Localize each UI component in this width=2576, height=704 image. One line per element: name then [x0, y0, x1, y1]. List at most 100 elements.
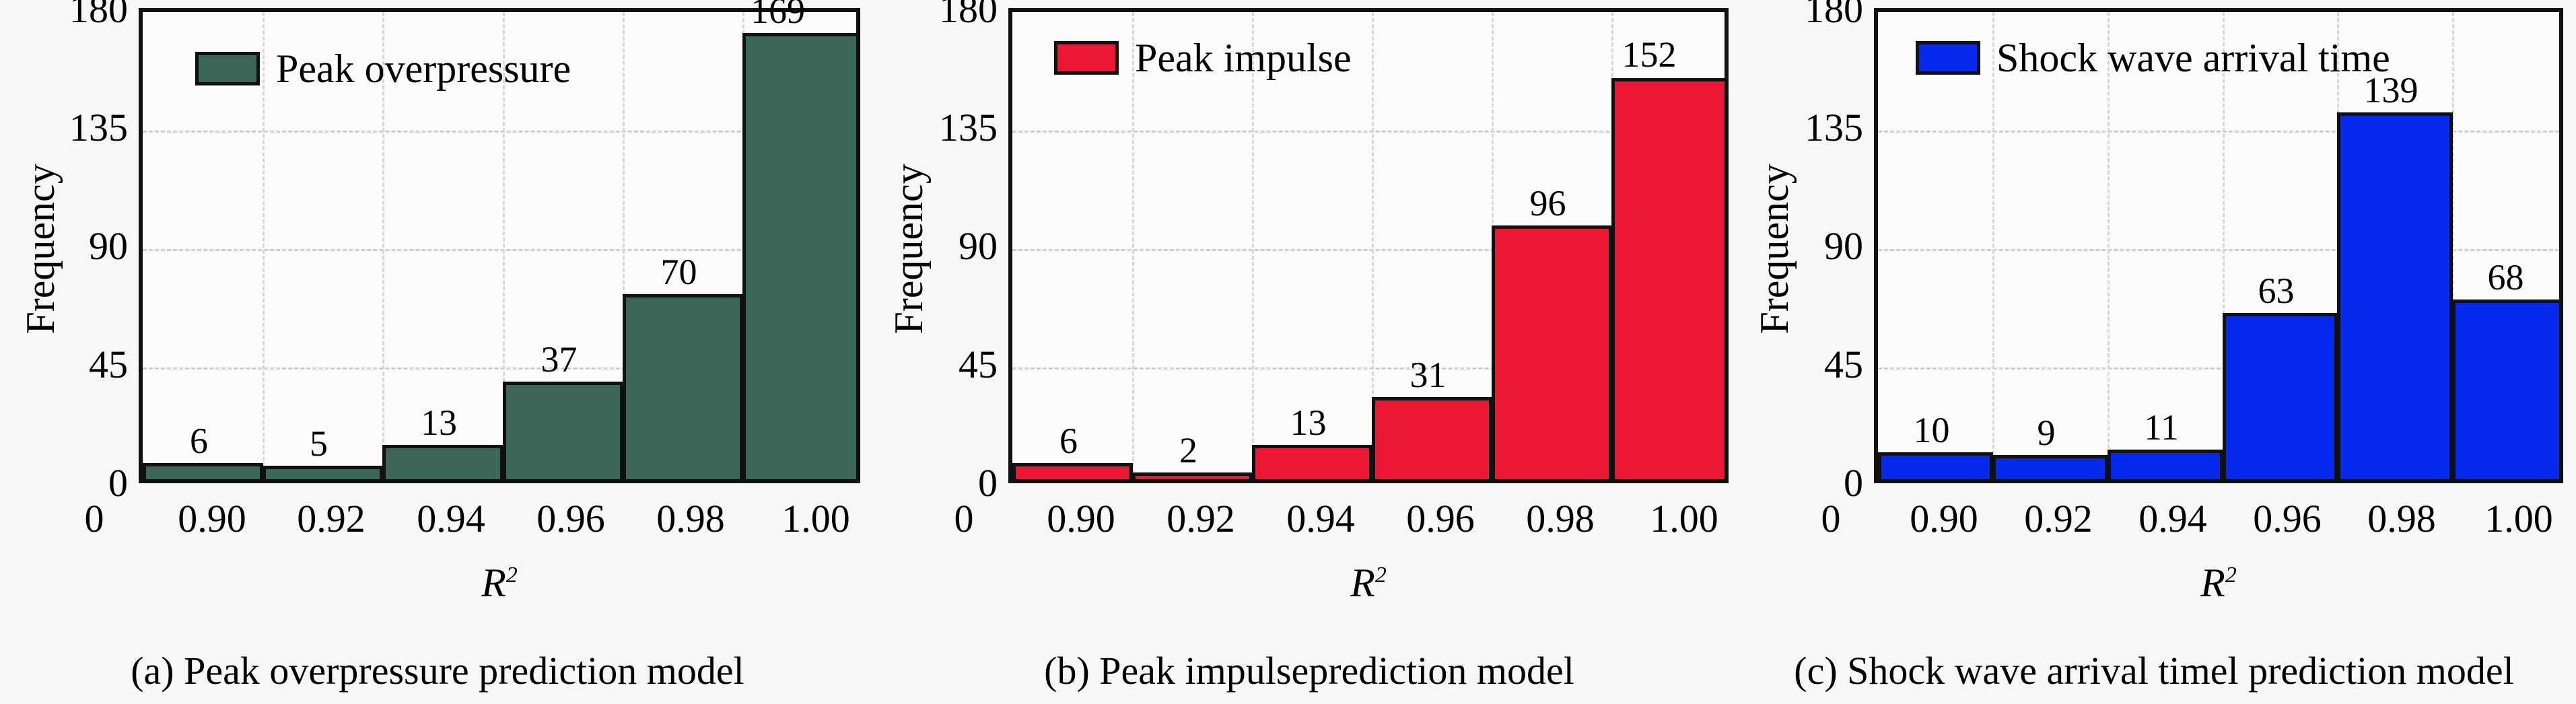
bar-b-4 [1492, 225, 1612, 479]
bar-a-1 [263, 466, 383, 479]
bar-label-b-3: 31 [1409, 355, 1447, 395]
x-tick-b-094: 0.94 [1286, 497, 1355, 540]
bar-c-3 [2223, 313, 2338, 479]
gridline-c-v5 [2452, 12, 2454, 479]
x-axis-label-a: R2 [139, 563, 860, 603]
panel-c: Frequency 180 135 90 45 0 10 9 [1743, 0, 2576, 704]
gridline-a-135 [143, 131, 856, 133]
x-tick-b-100: 1.00 [1650, 497, 1718, 540]
x-tick-a-0: 0 [84, 497, 104, 540]
bar-label-a-3: 37 [541, 339, 578, 380]
x-tick-a-096: 0.96 [536, 497, 605, 540]
bar-label-a-5: 169 [751, 0, 805, 31]
bar-label-c-4: 139 [2363, 70, 2418, 110]
plot-area-c [1874, 8, 2563, 483]
x-tick-c-100: 1.00 [2484, 497, 2553, 540]
gridline-b-v3 [1372, 12, 1374, 479]
panel-b: Frequency 180 135 90 45 0 6 2 [875, 0, 1743, 704]
gridline-c-v2 [2108, 12, 2110, 479]
x-tick-c-0: 0 [1821, 497, 1841, 540]
bar-c-2 [2108, 450, 2223, 479]
gridline-a-45 [143, 367, 856, 369]
y-tick-b-45: 45 [959, 343, 998, 386]
bar-label-a-0: 6 [190, 421, 208, 461]
x-tick-a-100: 1.00 [781, 497, 850, 540]
x-tick-b-090: 0.90 [1047, 497, 1115, 540]
bar-c-1 [1992, 455, 2108, 479]
plot-area-a [139, 8, 860, 483]
bar-c-0 [1878, 452, 1993, 479]
y-tick-b-0: 0 [978, 461, 998, 505]
bar-label-a-2: 13 [421, 402, 457, 443]
y-tick-b-135: 135 [939, 106, 998, 149]
bar-a-0 [143, 463, 263, 479]
gridline-a-v3 [503, 12, 505, 479]
x-tick-a-094: 0.94 [417, 497, 485, 540]
bar-label-b-4: 96 [1529, 183, 1566, 223]
gridline-b-45 [1012, 367, 1725, 369]
y-tick-a-135: 135 [69, 106, 128, 149]
bar-a-5 [742, 33, 856, 479]
panel-a: Frequency 180 135 90 45 0 6 5 [0, 0, 875, 704]
gridline-a-v4 [623, 12, 625, 479]
legend-label-a: Peak overpressure [276, 46, 571, 91]
gridline-c-v3 [2223, 12, 2225, 479]
x-tick-c-098: 0.98 [2367, 497, 2436, 540]
caption-b: (b) Peak impulseprediction model [1044, 649, 1574, 693]
legend-swatch-a [195, 52, 260, 85]
bar-label-b-2: 13 [1290, 402, 1327, 443]
gridline-b-135 [1012, 131, 1725, 133]
x-tick-a-098: 0.98 [656, 497, 725, 540]
bar-label-c-1: 9 [2037, 413, 2056, 453]
x-axis-label-b-text: R [1350, 561, 1375, 605]
gridline-c-v1 [1992, 12, 1994, 479]
x-tick-a-092: 0.92 [297, 497, 365, 540]
plot-area-b [1008, 8, 1729, 483]
bar-c-4 [2337, 112, 2453, 479]
bar-b-2 [1252, 445, 1372, 479]
bar-label-b-1: 2 [1179, 430, 1197, 470]
gridline-a-v2 [382, 12, 384, 479]
bar-b-1 [1132, 472, 1253, 479]
legend-label-b: Peak impulse [1135, 36, 1352, 80]
x-tick-c-096: 0.96 [2253, 497, 2322, 540]
y-tick-b-180: 180 [939, 0, 998, 31]
x-tick-b-096: 0.96 [1406, 497, 1475, 540]
caption-a: (a) Peak overpressure prediction model [131, 649, 744, 693]
gridline-a-90 [143, 249, 856, 251]
bar-label-a-1: 5 [310, 423, 328, 464]
x-tick-c-090: 0.90 [1910, 497, 1978, 540]
bar-b-3 [1372, 397, 1492, 479]
x-axis-label-b-sup: 2 [1374, 563, 1387, 588]
bar-a-3 [503, 382, 623, 479]
y-tick-a-45: 45 [89, 343, 128, 386]
legend-c: Shock wave arrival time [1916, 38, 2390, 78]
x-axis-label-a-text: R [481, 561, 506, 605]
caption-c: (c) Shock wave arrival timel prediction … [1794, 649, 2514, 693]
bar-b-0 [1012, 463, 1133, 479]
y-tick-a-90: 90 [89, 224, 128, 268]
x-tick-c-094: 0.94 [2138, 497, 2207, 540]
y-tick-b-90: 90 [959, 224, 998, 268]
bar-label-b-0: 6 [1059, 421, 1078, 461]
x-tick-b-0: 0 [954, 497, 974, 540]
y-tick-c-45: 45 [1824, 343, 1863, 386]
legend-swatch-b [1054, 41, 1119, 75]
y-tick-a-0: 0 [108, 461, 128, 505]
y-tick-c-90: 90 [1824, 224, 1863, 268]
bar-c-5 [2452, 300, 2559, 479]
bar-a-4 [623, 294, 743, 479]
x-tick-c-092: 0.92 [2024, 497, 2093, 540]
y-tick-c-135: 135 [1805, 106, 1863, 149]
bar-label-c-2: 11 [2144, 407, 2179, 448]
x-tick-b-098: 0.98 [1526, 497, 1595, 540]
x-tick-b-092: 0.92 [1167, 497, 1235, 540]
bar-b-5 [1611, 78, 1725, 479]
bar-label-b-5: 152 [1622, 34, 1677, 75]
legend-swatch-c [1916, 41, 1980, 75]
x-axis-label-c: R2 [1874, 563, 2563, 603]
gridline-b-v2 [1252, 12, 1254, 479]
x-axis-label-c-text: R [2200, 561, 2225, 605]
gridline-b-v1 [1132, 12, 1134, 479]
